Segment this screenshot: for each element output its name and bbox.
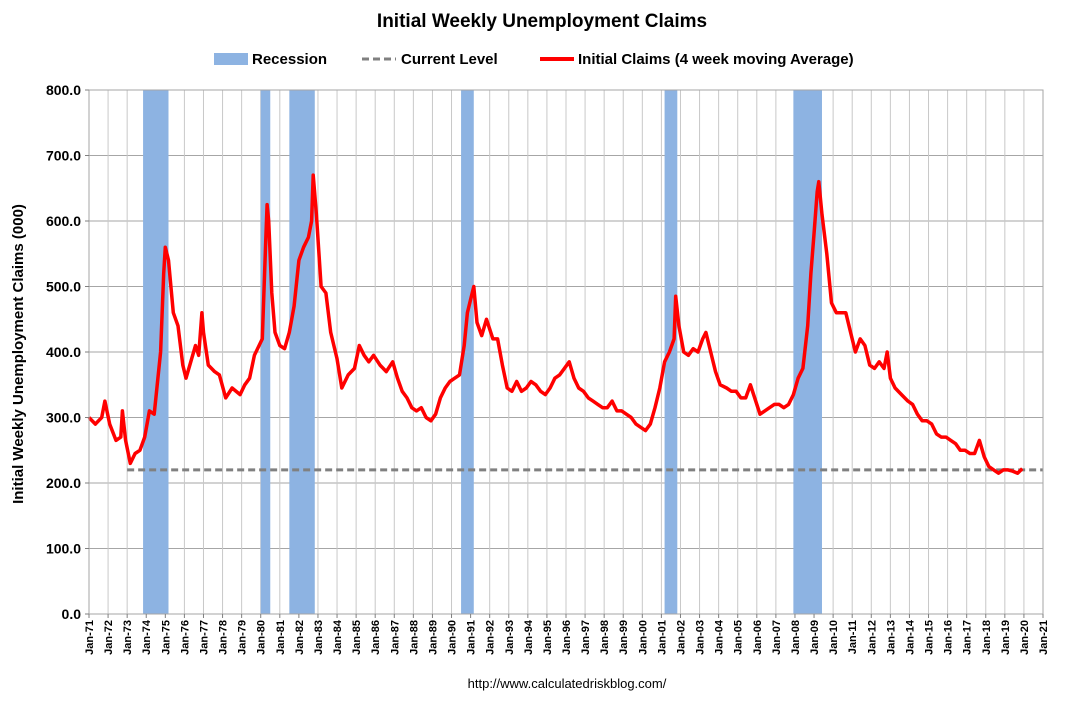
x-tick-label: Jan-14 <box>904 619 916 655</box>
recession-band <box>793 90 822 614</box>
x-tick-label: Jan-05 <box>733 620 745 655</box>
x-tick-label: Jan-92 <box>485 620 497 655</box>
y-tick-label: 600.0 <box>46 213 81 229</box>
x-tick-label: Jan-77 <box>198 620 210 655</box>
x-tick-label: Jan-85 <box>351 620 363 655</box>
x-tick-label: Jan-73 <box>122 620 134 655</box>
x-tick-label: Jan-10 <box>828 620 840 655</box>
x-tick-label: Jan-75 <box>160 620 172 655</box>
x-tick-label: Jan-00 <box>637 620 649 655</box>
y-axis-label: Initial Weekly Unemployment Claims (000) <box>10 204 27 504</box>
x-tick-label: Jan-95 <box>542 620 554 655</box>
y-tick-label: 100.0 <box>46 541 81 557</box>
legend-recession-swatch <box>214 53 248 65</box>
x-tick-label: Jan-76 <box>179 620 191 655</box>
chart-title: Initial Weekly Unemployment Claims <box>377 11 707 32</box>
y-tick-label: 0.0 <box>62 606 82 622</box>
x-tick-label: Jan-88 <box>408 620 420 655</box>
x-tick-label: Jan-06 <box>752 620 764 655</box>
x-tick-label: Jan-09 <box>809 620 821 655</box>
x-tick-label: Jan-19 <box>1000 620 1012 655</box>
y-tick-label: 300.0 <box>46 410 81 426</box>
x-tick-label: Jan-74 <box>141 619 153 655</box>
x-tick-label: Jan-17 <box>962 620 974 655</box>
y-tick-label: 400.0 <box>46 344 81 360</box>
recession-band <box>461 90 474 614</box>
x-tick-label: Jan-02 <box>675 620 687 655</box>
x-tick-labels: Jan-71 Jan-72 Jan-73 Jan-74 Jan-75 Jan-76 Jan-… <box>84 614 1050 655</box>
legend: Recession Current Level Initial Claims (4 … <box>214 51 854 68</box>
y-tick-label: 800.0 <box>46 82 81 98</box>
x-tick-label: Jan-87 <box>389 620 401 655</box>
legend-recession-label: Recession <box>252 51 327 68</box>
x-tick-label: Jan-11 <box>847 620 859 654</box>
recession-band <box>289 90 315 614</box>
x-tick-label: Jan-98 <box>599 620 611 655</box>
x-tick-label: Jan-86 <box>370 620 382 655</box>
recession-band <box>143 90 169 614</box>
x-tick-label: Jan-03 <box>695 620 707 655</box>
x-tick-label: Jan-81 <box>275 620 287 655</box>
y-tick-labels: 0.0 100.0 200.0 300.0 400.0 500.0 600.0 700.0 80… <box>46 82 89 622</box>
x-tick-label: Jan-07 <box>771 620 783 655</box>
x-tick-label: Jan-72 <box>103 620 115 655</box>
legend-current-level-label: Current Level <box>401 51 498 68</box>
y-tick-label: 700.0 <box>46 148 81 164</box>
x-tick-label: Jan-99 <box>618 620 630 655</box>
x-tick-label: Jan-12 <box>866 620 878 655</box>
x-tick-label: Jan-15 <box>924 620 936 655</box>
x-tick-label: Jan-80 <box>256 620 268 655</box>
y-tick-label: 200.0 <box>46 475 81 491</box>
x-tick-label: Jan-96 <box>561 620 573 655</box>
x-tick-label: Jan-01 <box>656 620 668 655</box>
x-tick-label: Jan-21 <box>1038 620 1050 655</box>
x-tick-label: Jan-89 <box>427 620 439 655</box>
recession-band <box>260 90 271 614</box>
x-tick-label: Jan-78 <box>218 620 230 655</box>
source-url: http://www.calculatedriskblog.com/ <box>468 676 667 691</box>
x-tick-label: Jan-84 <box>332 619 344 655</box>
x-tick-label: Jan-90 <box>447 620 459 655</box>
x-tick-label: Jan-13 <box>885 620 897 655</box>
x-tick-label: Jan-83 <box>313 620 325 655</box>
x-tick-label: Jan-82 <box>294 620 306 655</box>
x-tick-label: Jan-93 <box>504 620 516 655</box>
legend-claims-label: Initial Claims (4 week moving Average) <box>578 51 854 68</box>
x-tick-label: Jan-20 <box>1019 620 1031 655</box>
x-tick-label: Jan-71 <box>84 620 96 655</box>
claims-series-line <box>87 173 1024 475</box>
x-tick-label: Jan-04 <box>714 619 726 655</box>
x-tick-label: Jan-97 <box>580 620 592 655</box>
y-tick-label: 500.0 <box>46 279 81 295</box>
x-tick-label: Jan-18 <box>981 620 993 655</box>
x-tick-label: Jan-79 <box>237 620 249 655</box>
x-tick-label: Jan-08 <box>790 620 802 655</box>
series-group <box>87 173 1024 475</box>
x-tick-label: Jan-91 <box>466 620 478 655</box>
x-tick-label: Jan-94 <box>523 619 535 655</box>
x-tick-label: Jan-16 <box>943 620 955 655</box>
